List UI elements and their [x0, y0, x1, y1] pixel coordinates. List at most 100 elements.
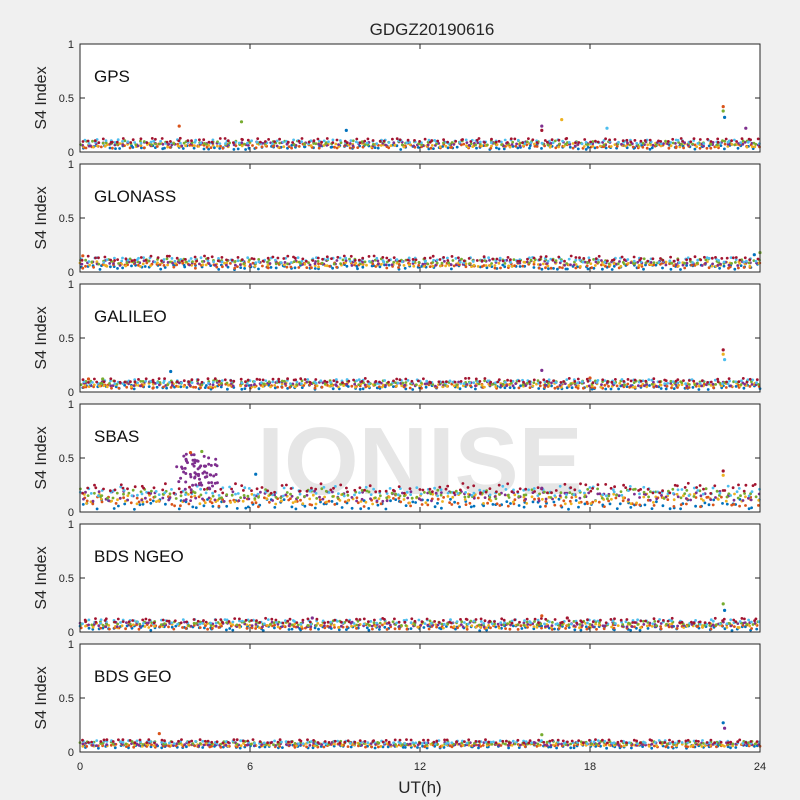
burst-point-sbas [198, 465, 202, 469]
point-gps [628, 143, 632, 147]
point-galileo [458, 387, 462, 391]
point-glonass [574, 263, 578, 266]
burst-point-sbas [184, 472, 188, 475]
point-sbas [346, 499, 350, 502]
point-sbas [426, 503, 430, 507]
point-gps [646, 143, 650, 147]
point-gps [469, 140, 473, 143]
point-galileo [286, 377, 289, 381]
point-sbas [731, 486, 735, 490]
point-sbas [394, 492, 397, 496]
burst-point-sbas [207, 462, 211, 466]
point-galileo [276, 385, 279, 389]
point-glonass [246, 256, 250, 260]
point-bds-ngeo [452, 625, 456, 628]
point-sbas [145, 490, 149, 494]
point-glonass [612, 258, 616, 262]
point-galileo [109, 384, 113, 388]
point-sbas [679, 507, 682, 511]
point-galileo [158, 383, 161, 387]
point-bds-ngeo [192, 618, 196, 621]
point-sbas [563, 502, 567, 506]
point-galileo [108, 382, 111, 385]
point-glonass [672, 259, 676, 263]
point-galileo [280, 379, 284, 383]
point-gps [621, 139, 625, 143]
point-bds-ngeo [217, 626, 221, 629]
point-sbas [388, 487, 392, 490]
point-galileo [483, 377, 487, 380]
point-glonass [299, 262, 303, 265]
point-galileo [361, 387, 365, 391]
point-glonass [727, 263, 731, 267]
point-gps [115, 142, 119, 146]
point-bds-ngeo [225, 628, 228, 632]
point-glonass [561, 266, 564, 270]
point-gps [322, 144, 326, 147]
point-bds-ngeo [244, 618, 248, 622]
point-bds-ngeo [613, 617, 616, 621]
point-glonass [434, 264, 437, 267]
point-bds-ngeo [625, 625, 629, 629]
point-glonass [178, 261, 181, 265]
point-sbas [397, 485, 401, 488]
point-galileo [109, 379, 112, 383]
point-bds-ngeo [371, 627, 374, 631]
point-sbas [241, 499, 245, 503]
point-galileo [437, 380, 441, 384]
point-sbas [91, 502, 95, 506]
point-sbas [157, 493, 161, 496]
point-bds-ngeo [510, 621, 514, 625]
point-glonass [300, 259, 304, 263]
point-sbas [484, 490, 488, 494]
point-galileo [239, 384, 243, 388]
point-sbas [732, 498, 736, 502]
point-bds-ngeo [365, 626, 369, 630]
point-sbas [458, 505, 461, 509]
point-gps [320, 140, 323, 144]
point-glonass [574, 266, 578, 270]
point-gps [518, 141, 522, 145]
point-galileo [262, 382, 266, 386]
point-sbas [322, 485, 326, 489]
point-galileo [404, 377, 408, 381]
point-gps [655, 143, 658, 147]
point-sbas [336, 496, 340, 500]
point-bds-ngeo [722, 617, 726, 621]
point-gps [528, 146, 531, 150]
point-glonass [225, 261, 229, 265]
point-glonass [206, 259, 210, 263]
feature-point-gps [239, 120, 244, 124]
point-bds-ngeo [314, 624, 318, 627]
point-bds-ngeo [456, 626, 459, 630]
point-bds-ngeo [263, 622, 266, 626]
point-galileo [331, 387, 335, 391]
point-bds-ngeo [690, 623, 694, 626]
point-glonass [403, 266, 407, 270]
point-gps [113, 141, 117, 144]
point-galileo [465, 383, 469, 386]
point-gps [733, 138, 736, 142]
point-gps [478, 140, 482, 144]
point-bds-ngeo [185, 620, 189, 624]
point-galileo [532, 381, 536, 384]
point-glonass [266, 256, 270, 260]
point-glonass [705, 256, 709, 259]
point-bds-ngeo [276, 625, 280, 629]
point-glonass [344, 256, 348, 260]
point-glonass [417, 261, 421, 264]
point-glonass [126, 258, 130, 262]
point-glonass [637, 266, 640, 269]
point-glonass [316, 259, 320, 263]
point-gps [709, 146, 713, 150]
burst-point-sbas [203, 470, 206, 474]
point-gps [84, 146, 88, 150]
point-bds-ngeo [446, 622, 449, 626]
point-sbas [488, 487, 492, 490]
point-sbas [461, 482, 465, 485]
point-sbas [629, 506, 633, 509]
point-glonass [84, 258, 87, 262]
point-gps [139, 139, 142, 143]
point-sbas [495, 502, 499, 506]
point-sbas [638, 503, 642, 507]
